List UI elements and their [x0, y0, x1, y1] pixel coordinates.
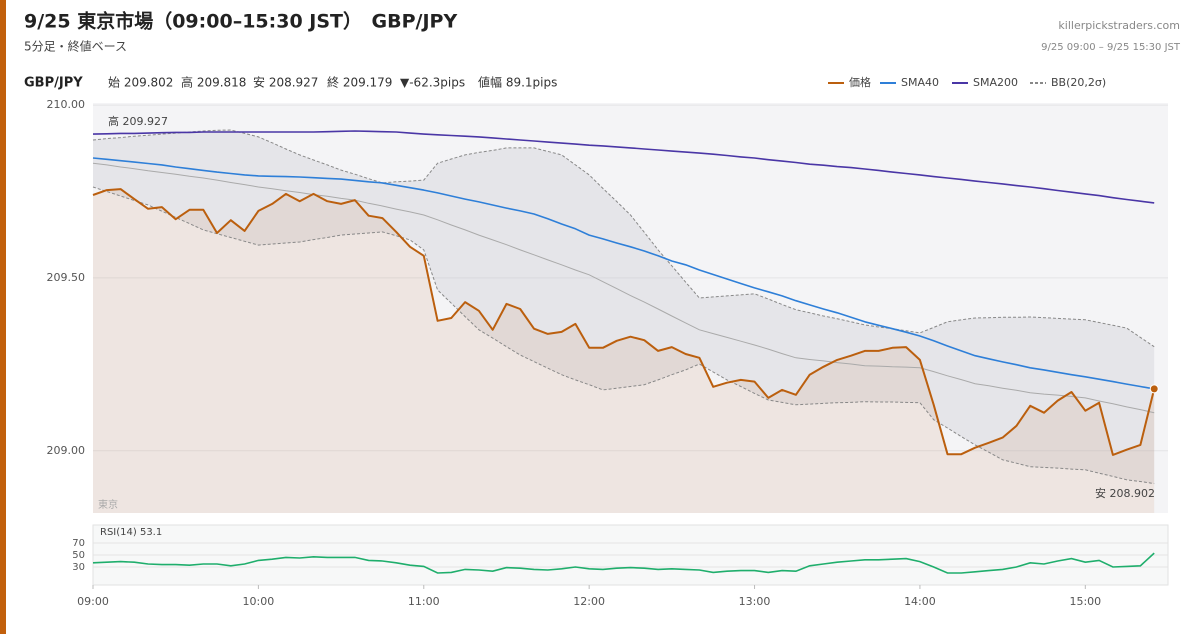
source: killerpickstraders.com — [1058, 19, 1180, 32]
x-tick-label: 14:00 — [904, 595, 936, 608]
legend-label: SMA40 — [901, 76, 939, 89]
bb-middle — [92, 162, 1155, 414]
series-line — [92, 157, 1155, 390]
rsi-tick-label: 30 — [72, 562, 85, 573]
annotation: 安 208.902 — [1095, 486, 1155, 500]
annotation: 東京 — [98, 498, 118, 511]
x-tick-label: 11:00 — [408, 595, 440, 608]
legend-label: SMA200 — [973, 76, 1018, 89]
series-line — [92, 130, 1155, 204]
x-tick-label: 09:00 — [77, 595, 109, 608]
bb-upper — [92, 129, 1155, 348]
y-tick-label: 210.00 — [47, 98, 86, 111]
bb-fill — [93, 130, 1155, 484]
range: 9/25 09:00 – 9/25 15:30 JST — [1041, 42, 1181, 53]
stat: 安 208.927 — [253, 75, 318, 90]
stat: 終 209.179 — [327, 75, 392, 90]
legend-label: 価格 — [849, 75, 871, 89]
last-point — [1149, 384, 1159, 394]
plot-background — [93, 103, 1168, 513]
series-line — [92, 188, 1156, 456]
rsi-tick-label: 70 — [72, 538, 85, 549]
x-tick-label: 15:00 — [1069, 595, 1101, 608]
instrument: GBP/JPY — [24, 76, 83, 91]
price-area — [93, 189, 1155, 513]
y-tick-label: 209.50 — [47, 271, 86, 284]
x-tick-label: 12:00 — [573, 595, 605, 608]
stat: 高 209.818 — [181, 75, 246, 90]
chart-title: 9/25 東京市場（09:00–15:30 JST） GBP/JPY — [24, 10, 457, 33]
legend-label: BB(20,2σ) — [1051, 76, 1106, 89]
stat: 値幅 89.1pips — [478, 75, 557, 90]
rsi-tick-label: 50 — [72, 550, 85, 561]
x-tick-label: 13:00 — [739, 595, 771, 608]
stat: ▼-62.3pips — [400, 76, 465, 90]
rsi-title: RSI(14) 53.1 — [100, 527, 162, 538]
accent-bar — [0, 0, 6, 634]
rsi-line — [92, 552, 1155, 574]
annotation: 高 209.927 — [108, 114, 168, 128]
subtitle: 5分足・終値ベース — [24, 39, 127, 54]
x-tick-label: 10:00 — [243, 595, 275, 608]
stat: 始 209.802 — [108, 76, 173, 90]
y-tick-label: 209.00 — [47, 444, 86, 457]
